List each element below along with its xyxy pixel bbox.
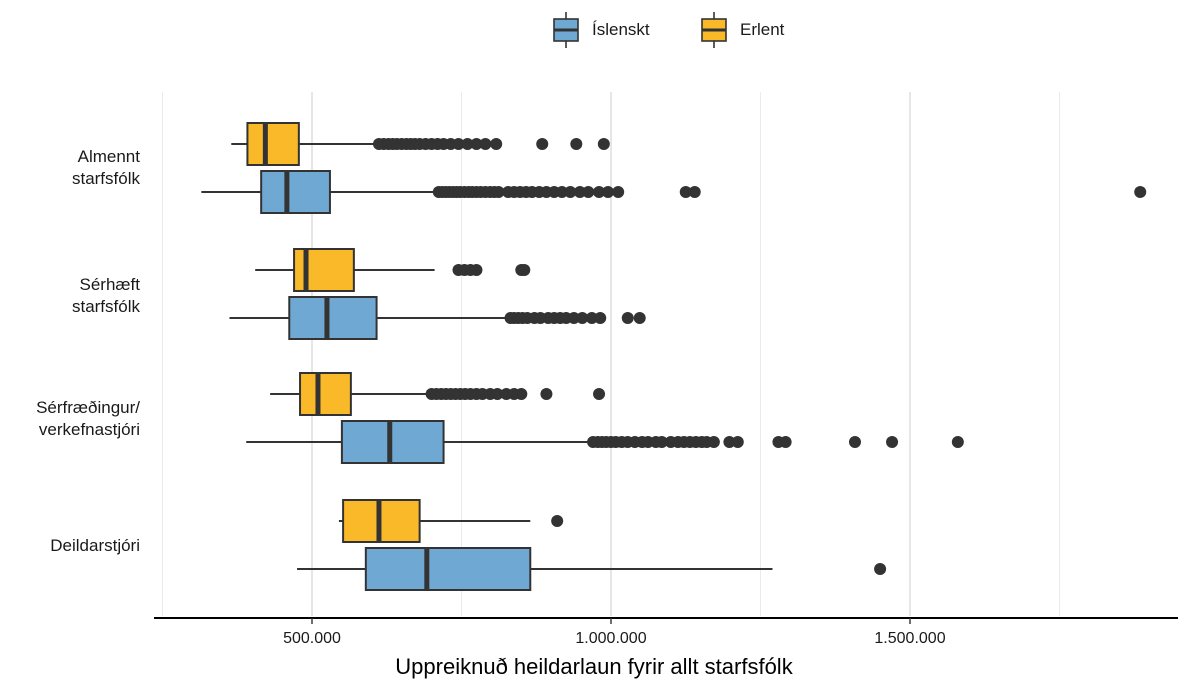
almennt-islenskt-outlier-29 [602, 186, 615, 198]
serfraedingur-islenskt-outlier-25 [848, 436, 861, 448]
serhaeft-islenskt-outlier-16 [633, 312, 646, 324]
serfraedingur-islenskt-outlier-21 [723, 436, 736, 448]
serfraedingur-erlent-outlier-15 [515, 388, 528, 400]
almennt-islenskt-outlier-28 [593, 186, 606, 198]
y-tick-label-deildarstjori: Deildarstjóri [50, 536, 140, 555]
x-tick-label-1500000: 1.500.000 [874, 630, 946, 647]
x-tick-label-1000000: 1.000.000 [575, 630, 647, 647]
serhaeft-islenskt-outlier-13 [585, 312, 598, 324]
serfraedingur-islenskt-box [340, 420, 445, 464]
serfraedingur-islenskt-outlier-20 [707, 436, 720, 448]
serfraedingur-islenskt-outlier-12 [655, 436, 668, 448]
serhaeft-erlent-box [293, 248, 355, 292]
deildarstjori-islenskt-box [364, 547, 532, 591]
x-axis-title: Uppreiknuð heildarlaun fyrir allt starfs… [395, 654, 793, 679]
legend-key-islenskt [548, 12, 584, 48]
serfraedingur-erlent-outlier-12 [491, 388, 504, 400]
legend-key-erlent [696, 12, 732, 48]
almennt-erlent-outlier-18 [479, 138, 492, 150]
almennt-islenskt-outlier-30 [612, 186, 625, 198]
serhaeft-erlent-outlier-5 [518, 264, 531, 276]
x-tick-label-500000: 500.000 [283, 630, 341, 647]
almennt-islenskt-box [260, 170, 331, 214]
serfraedingur-islenskt-outlier-26 [886, 436, 899, 448]
legend-item-erlent: Erlent [696, 12, 784, 48]
legend-label-islenskt: Íslenskt [592, 20, 650, 39]
serfraedingur-islenskt-outlier-24 [779, 436, 792, 448]
serhaeft-islenskt-outlier-11 [567, 312, 580, 324]
serhaeft-erlent-outlier-3 [470, 264, 483, 276]
almennt-islenskt-outlier-24 [555, 186, 568, 198]
serfraedingur-islenskt-outlier-27 [951, 436, 964, 448]
legend-label-erlent: Erlent [740, 20, 785, 39]
deildarstjori-erlent-outlier-0 [551, 515, 564, 527]
almennt-islenskt-outlier-31 [679, 186, 692, 198]
y-tick-label-serhaeft: Sérhæft starfsfólk [71, 275, 140, 316]
almennt-islenskt-outlier-33 [1134, 186, 1147, 198]
almennt-islenskt-outlier-26 [573, 186, 586, 198]
almennt-erlent-outlier-16 [461, 138, 474, 150]
deildarstjori-islenskt-outlier-0 [874, 563, 887, 575]
almennt-erlent-outlier-20 [536, 138, 549, 150]
almennt-erlent-box [246, 122, 300, 166]
serfraedingur-erlent-outlier-17 [593, 388, 606, 400]
almennt-islenskt-outlier-27 [582, 186, 595, 198]
legend-item-islenskt: Íslenskt [548, 12, 650, 48]
almennt-erlent-outlier-19 [490, 138, 503, 150]
serfraedingur-erlent-box [299, 372, 352, 416]
almennt-erlent-outlier-21 [570, 138, 583, 150]
almennt-islenskt-outlier-15 [492, 186, 505, 198]
serhaeft-islenskt-outlier-12 [576, 312, 589, 324]
serhaeft-islenskt-outlier-14 [594, 312, 607, 324]
almennt-erlent-outlier-17 [470, 138, 483, 150]
serfraedingur-erlent-outlier-16 [540, 388, 553, 400]
serhaeft-islenskt-box [288, 296, 378, 340]
almennt-erlent-outlier-15 [452, 138, 465, 150]
y-tick-label-almennt: Almennt starfsfólk [71, 147, 140, 188]
serfraedingur-islenskt-outlier-22 [731, 436, 744, 448]
almennt-islenskt-outlier-32 [688, 186, 701, 198]
almennt-erlent-outlier-22 [597, 138, 610, 150]
y-tick-label-serfraedingur: Sérfræðingur/ verkefnastjóri [36, 398, 140, 439]
legend: Íslenskt Erlent [0, 12, 1188, 48]
almennt-islenskt-outlier-25 [564, 186, 577, 198]
serhaeft-islenskt-outlier-15 [621, 312, 634, 324]
